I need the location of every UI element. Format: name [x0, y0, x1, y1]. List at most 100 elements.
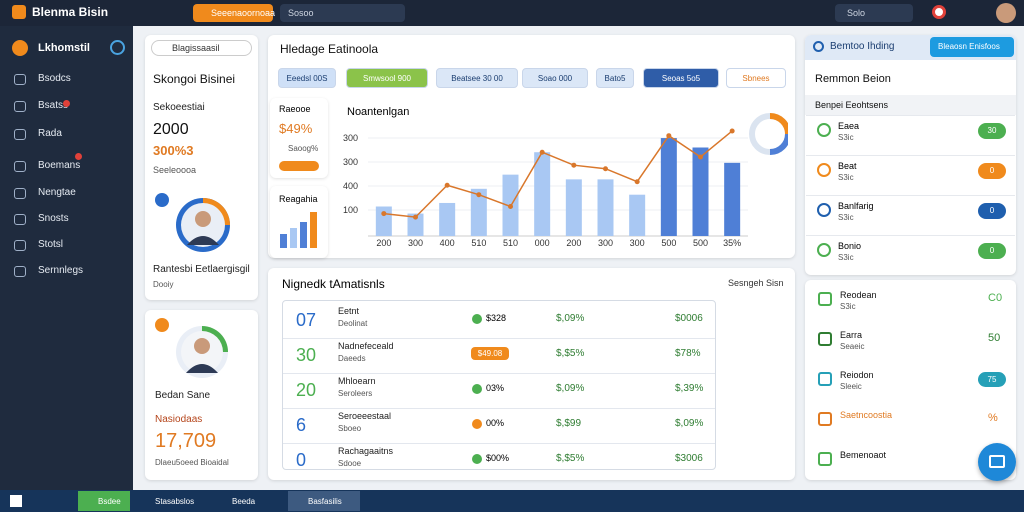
filter-pill[interactable]: Bato5 [596, 68, 634, 88]
sidebar-item[interactable]: Rada [38, 128, 62, 139]
item-title: Reiodon [840, 370, 874, 380]
item-title: Earra [840, 330, 863, 340]
panel-dropdown[interactable]: Remmon Beion [815, 73, 891, 85]
row-number: 30 [296, 345, 317, 365]
table-action[interactable]: Sesngeh Sisn [728, 278, 784, 288]
person-dot [155, 318, 169, 332]
panel-row [806, 235, 1015, 273]
status-dot [472, 384, 482, 394]
profile-search[interactable]: Blagissaasil [151, 40, 252, 56]
row-name: Eetnt [338, 306, 360, 316]
toggle[interactable]: 0 [978, 243, 1006, 259]
line-point [381, 211, 387, 217]
item-sub: S3ic [838, 213, 854, 222]
sidebar-item[interactable]: Bsatss [38, 100, 69, 111]
item-sub: Sleeic [840, 382, 862, 391]
amount: $3006 [675, 453, 703, 464]
bar [407, 213, 424, 236]
avatar[interactable] [996, 3, 1016, 23]
bar [534, 152, 551, 236]
sidebar-item[interactable]: Nengtae [38, 187, 76, 198]
percent: $,$5% [556, 348, 585, 359]
person-label: Nasiodaas [155, 414, 203, 425]
filter-pill[interactable]: Sbnees [726, 68, 786, 88]
x-tick-label: 510 [471, 238, 486, 248]
bar [660, 138, 677, 236]
line-point [413, 214, 418, 220]
sidebar-icon [14, 161, 26, 172]
filter-pill[interactable]: Beatsee 30 00 [436, 68, 518, 88]
chart-title: Noantenlgan [347, 106, 410, 118]
status-dot [472, 454, 482, 464]
row-sub: Daeeds [338, 354, 366, 363]
status-pill: $49.08 [471, 347, 509, 360]
notification[interactable] [932, 5, 946, 19]
sidebar-header: Lkhomstil [38, 42, 90, 54]
line-point [476, 192, 482, 198]
start[interactable] [10, 495, 22, 507]
amount: $0006 [675, 313, 703, 324]
sidebar-icon [14, 101, 26, 112]
filter-pill[interactable]: Soao 000 [522, 68, 588, 88]
item-icon [817, 203, 831, 217]
panel-button[interactable]: Bleaosn Enisfoos [930, 37, 1014, 57]
item-icon [817, 243, 831, 257]
profile-name: Rantesbi Eetlaergisgil [153, 264, 250, 275]
top-button[interactable]: Seeenaoornoaa [193, 4, 275, 22]
sidebar-item[interactable]: Snosts [38, 213, 69, 224]
sidebar-info[interactable] [110, 40, 125, 55]
taskbar-app[interactable]: Stasabslos [155, 497, 195, 506]
person-value: 17,709 [155, 430, 217, 452]
sidebar-icon [14, 129, 26, 140]
panel-row [806, 115, 1015, 153]
y-tick-label: 400 [343, 181, 358, 191]
line-point [508, 204, 513, 209]
stat-sub: Saoog% [288, 144, 319, 153]
sidebar-item[interactable]: Bsodcs [38, 73, 71, 84]
sidebar-item[interactable]: Stotsl [38, 239, 64, 250]
stat-title: Raeooe [279, 104, 311, 114]
stat-title: Reagahia [279, 194, 318, 204]
item-value: 75 [978, 372, 1006, 387]
profile-title: Skongoi Bisinei [153, 72, 236, 86]
search-right[interactable]: Solo [835, 4, 913, 22]
line-point [444, 182, 450, 188]
bar [724, 162, 741, 236]
filter-pill[interactable]: Seoas 5o5 [643, 68, 719, 88]
item-icon [818, 292, 832, 306]
bar [375, 206, 392, 236]
taskbar-app[interactable]: Basfasilis [288, 491, 360, 511]
sidebar-item[interactable]: Sernnlegs [38, 265, 84, 276]
filter-pill[interactable]: Smwsool 900 [346, 68, 428, 88]
toggle[interactable]: 0 [978, 203, 1006, 219]
table-card [268, 268, 795, 480]
panel-section [805, 95, 1016, 115]
item-value: % [988, 412, 998, 424]
sidebar-item[interactable]: Boemans [38, 160, 81, 171]
item-title: Reodean [840, 290, 877, 300]
fab[interactable] [978, 443, 1016, 481]
toggle[interactable]: 0 [978, 163, 1006, 179]
search[interactable]: Sosoo [280, 4, 405, 22]
taskbar-app[interactable]: Bsdee [78, 491, 130, 511]
x-tick-label: 200 [376, 238, 391, 248]
item-title: Eaea [838, 121, 860, 131]
y-tick-label: 100 [343, 205, 358, 215]
stat-pill [279, 161, 319, 171]
filter-pill[interactable]: Eeedsl 00S [278, 68, 336, 88]
taskbar-app[interactable]: Beeda [232, 497, 256, 506]
toggle[interactable]: 30 [978, 123, 1006, 139]
panel-title: Bemtoo Ihding [830, 41, 895, 52]
overview-title: Hledage Eatinoola [280, 42, 379, 56]
sidebar-icon [14, 74, 26, 85]
status: 03% [486, 383, 505, 393]
row-sub: Sboeo [338, 424, 362, 433]
x-tick-label: 000 [535, 238, 550, 248]
bar [597, 179, 614, 236]
sidebar-icon [14, 188, 26, 199]
y-tick-label: 300 [343, 133, 358, 143]
item-title: Saetncoostia [840, 410, 893, 420]
item-icon [817, 123, 831, 137]
stat-value: $49% [279, 121, 313, 136]
item-icon [817, 163, 831, 177]
